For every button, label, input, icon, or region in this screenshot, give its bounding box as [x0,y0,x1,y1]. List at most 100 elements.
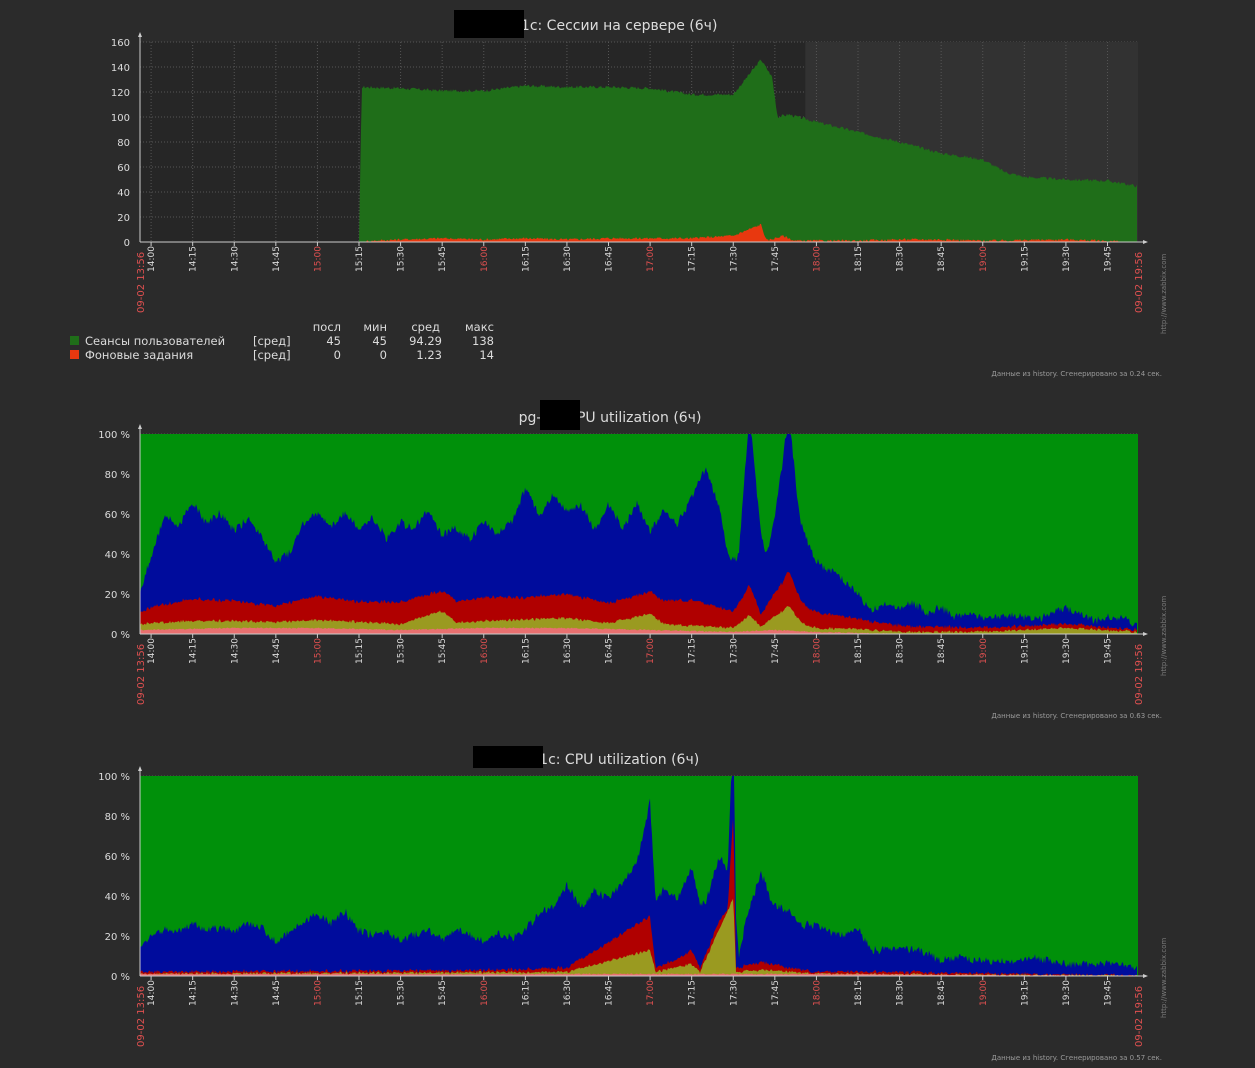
watermark: http://www.zabbix.com [1160,596,1168,676]
x-tick-label: 15:00 [313,246,323,272]
y-tick-label: 120 [111,88,130,99]
y-tick-label: 0 [124,238,130,249]
x-tick-label: 15:15 [355,980,365,1006]
x-tick-label: 18:30 [896,638,906,664]
x-tick-label: 19:30 [1062,980,1072,1006]
y-tick-label: 40 [117,188,130,199]
series-cpu-other [140,973,1137,976]
x-tick-label: 19:30 [1062,638,1072,664]
x-tick-label: 14:30 [230,638,240,664]
watermark: http://www.zabbix.com [1160,254,1168,334]
x-tick-label: 16:15 [521,980,531,1006]
axis-arrow [1143,974,1148,978]
x-tick-label: 15:30 [397,980,407,1006]
series-background-jobs-area [140,223,1137,242]
generation-note: Данные из history. Сгенерировано за 0.63… [991,712,1162,720]
axis-arrow [138,32,142,37]
x-tick-label: 14:00 [147,638,157,664]
x-tick-label: 19:15 [1020,980,1030,1006]
x-tick-label: 17:30 [729,638,739,664]
x-tick-label: 18:45 [937,980,947,1006]
x-tick-label: 15:30 [397,246,407,272]
x-tick-label: 15:45 [438,246,448,272]
x-tick-label: 17:15 [688,980,698,1006]
series-cpu-iowait [140,898,1137,976]
x-tick-label: 14:15 [189,638,199,664]
redacted-box [473,746,543,768]
x-start-label: 09-02 13:56 [136,252,147,313]
x-tick-label: 16:00 [480,638,490,664]
y-tick-label: 100 % [98,772,130,783]
x-tick-label: 14:45 [272,638,282,664]
x-tick-label: 18:30 [896,246,906,272]
x-tick-label: 16:30 [563,980,573,1006]
x-tick-label: 17:15 [688,246,698,272]
x-tick-label: 18:15 [854,638,864,664]
x-tick-label: 18:30 [896,980,906,1006]
chart-title: app1c: Сессии на сервере (6ч) [495,18,718,34]
series-cpu-other [140,627,1137,634]
redacted-box [454,10,524,38]
axis-arrow [1143,632,1148,636]
x-tick-label: 19:30 [1062,246,1072,272]
y-tick-label: 80 % [105,812,130,823]
x-start-label: 09-02 13:56 [136,986,147,1047]
y-tick-label: 60 [117,163,130,174]
x-tick-label: 17:45 [771,638,781,664]
legend-header-max: макс [465,320,494,334]
series-cpu-system [140,819,1137,976]
x-end-label: 09-02 19:56 [1134,986,1145,1047]
legend-value: 94.29 [409,334,442,348]
x-tick-label: 16:00 [480,980,490,1006]
x-tick-label: 14:15 [189,980,199,1006]
x-tick-label: 19:00 [979,246,989,272]
x-tick-label: 16:45 [605,980,615,1006]
series-cpu-iowait [140,606,1137,634]
y-tick-label: 20 % [105,590,130,601]
legend-func: [сред] [253,334,291,348]
legend-series-name: Сеансы пользователей [85,334,225,348]
legend-value: 1.23 [416,348,442,362]
x-tick-label: 14:30 [230,980,240,1006]
y-tick-label: 60 % [105,852,130,863]
x-tick-label: 17:00 [646,980,656,1006]
redacted-box [540,400,580,430]
x-tick-label: 19:15 [1020,246,1030,272]
x-tick-label: 19:45 [1104,980,1114,1006]
legend: Сеансы пользователей Фоновые задания [ср… [70,320,494,362]
x-tick-label: 15:15 [355,246,365,272]
x-start-label: 09-02 13:56 [136,644,147,705]
x-tick-label: 14:45 [272,246,282,272]
legend-header-avg: сред [411,320,440,334]
legend-value: 45 [372,334,387,348]
x-tick-label: 15:45 [438,638,448,664]
y-tick-label: 80 % [105,470,130,481]
chart-sessions: app1c: Сессии на сервере (6ч) 0 20 40 60 80 1… [70,10,1168,378]
x-tick-label: 17:45 [771,246,781,272]
y-tick-label: 40 % [105,550,130,561]
x-tick-label: 19:45 [1104,246,1114,272]
x-tick-label: 16:45 [605,638,615,664]
x-tick-label: 16:15 [521,638,531,664]
chart-title: app1c: CPU utilization (6ч) [513,752,699,768]
x-tick-label: 15:15 [355,638,365,664]
x-tick-label: 16:30 [563,638,573,664]
x-tick-label: 18:15 [854,980,864,1006]
y-tick-label: 20 [117,213,130,224]
legend-value: 45 [326,334,341,348]
x-tick-label: 14:30 [230,246,240,272]
x-tick-label: 17:30 [729,246,739,272]
x-tick-label: 19:45 [1104,638,1114,664]
legend-value: 0 [380,348,387,362]
legend-value: 138 [472,334,494,348]
x-tick-label: 15:00 [313,638,323,664]
y-tick-label: 20 % [105,932,130,943]
watermark: http://www.zabbix.com [1160,938,1168,1018]
axis-arrow [138,424,142,429]
x-tick-label: 19:00 [979,638,989,664]
x-tick-label: 19:15 [1020,638,1030,664]
y-tick-label: 160 [111,38,130,49]
y-tick-label: 40 % [105,892,130,903]
x-end-label: 09-02 19:56 [1134,252,1145,313]
